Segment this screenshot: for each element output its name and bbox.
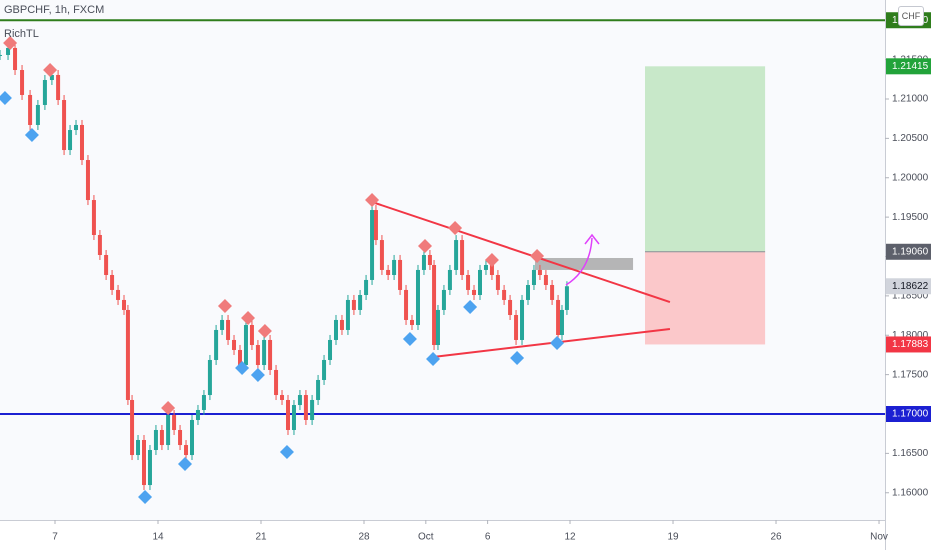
profit-zone: [645, 66, 766, 252]
price-axis-background: [885, 0, 932, 550]
currency-button[interactable]: CHF: [898, 6, 924, 26]
pivot-low: [402, 331, 417, 346]
pivot-high: [257, 323, 272, 338]
y-tick-label: 1.20500: [892, 133, 929, 144]
y-tick-label: 1.18500: [892, 291, 929, 302]
price-tag-label: 1.21415: [892, 61, 929, 72]
pivot-low: [250, 367, 265, 382]
y-tick-label: 1.17500: [892, 369, 929, 380]
pivot-high: [365, 192, 380, 207]
price-tag-label: 1.19060: [892, 246, 929, 257]
price-tag: [886, 278, 931, 295]
price-tag-label: 1.18622: [892, 281, 929, 292]
pivot-high: [3, 35, 18, 50]
pivot-low: [463, 300, 478, 315]
pivot-low: [0, 90, 12, 105]
x-tick-label: 26: [770, 532, 782, 543]
pivot-low: [138, 490, 153, 505]
trendline: [371, 201, 671, 303]
projection-arrow-head: [584, 233, 600, 245]
price-tag: [886, 243, 931, 260]
supply-zone: [534, 257, 634, 270]
price-tag-label: 1.17883: [892, 339, 929, 350]
x-tick-label: Nov: [870, 532, 888, 543]
price-tag: [886, 58, 931, 75]
pivot-high: [161, 400, 176, 415]
pivot-low: [235, 360, 250, 375]
pivot-low: [426, 351, 441, 366]
pivot-low: [24, 128, 39, 143]
y-tick-label: 1.21000: [892, 94, 929, 105]
x-tick-label: 14: [152, 532, 164, 543]
y-tick-label: 1.18000: [892, 330, 929, 341]
pivot-high: [43, 62, 58, 77]
x-tick-label: 28: [358, 532, 370, 543]
pivot-high: [530, 248, 545, 263]
price-tag: [886, 336, 931, 353]
pivot-low: [177, 457, 192, 472]
pivot-low: [279, 444, 294, 459]
x-tick-label: Oct: [418, 532, 434, 543]
pivot-high: [241, 310, 256, 325]
y-tick-label: 1.16000: [892, 487, 929, 498]
chart-title: GBPCHF, 1h, FXCM: [4, 4, 105, 16]
x-tick-label: 7: [52, 532, 58, 543]
x-tick-label: 21: [255, 532, 267, 543]
price-tag-label: 1.17000: [892, 409, 929, 420]
pivot-high: [448, 221, 463, 236]
pivot-low: [550, 335, 565, 350]
x-tick-label: 6: [485, 532, 491, 543]
pivot-high: [484, 253, 499, 268]
time-axis-background: [0, 520, 885, 550]
x-tick-label: 19: [667, 532, 679, 543]
y-tick-label: 1.20000: [892, 172, 929, 183]
projection-arrow: [565, 237, 593, 286]
y-tick-label: 1.19500: [892, 212, 929, 223]
pivot-high: [217, 298, 232, 313]
price-tag: [886, 405, 931, 422]
pivot-low: [510, 351, 525, 366]
candle-body: [0, 54, 2, 56]
pivot-high: [417, 238, 432, 253]
y-tick-label: 1.16500: [892, 448, 929, 459]
indicator-name: RichTL: [4, 28, 39, 40]
x-tick-label: 12: [564, 532, 576, 543]
